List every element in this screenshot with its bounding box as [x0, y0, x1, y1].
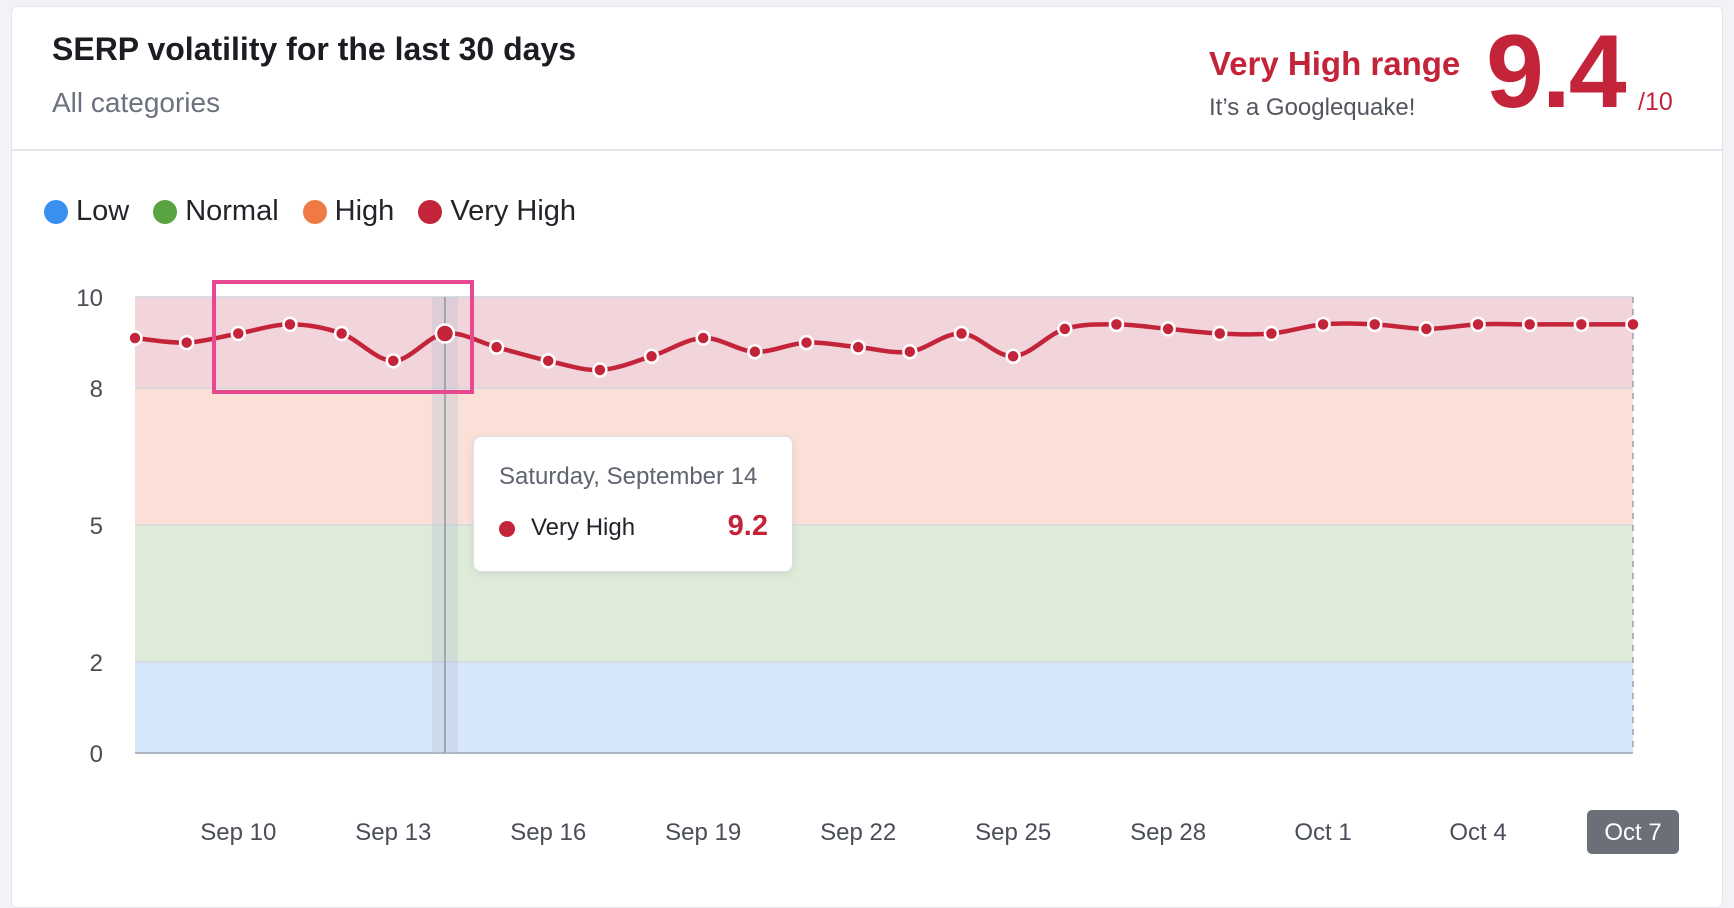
- data-point[interactable]: [798, 334, 815, 351]
- data-point[interactable]: [1315, 316, 1331, 333]
- selected-date-badge: [1587, 810, 1679, 854]
- data-point[interactable]: [1625, 316, 1641, 333]
- legend-dot-low: [44, 199, 68, 224]
- data-point[interactable]: [643, 348, 660, 365]
- y-tick-label: 5: [90, 513, 103, 540]
- data-point[interactable]: [434, 323, 456, 344]
- range-description: It’s a Googlequake!: [1209, 94, 1416, 121]
- data-point[interactable]: [953, 325, 970, 342]
- legend-dot-normal: [153, 199, 178, 224]
- data-point[interactable]: [488, 339, 505, 355]
- legend-label-low: Low: [76, 195, 130, 227]
- chart-tooltip: Saturday, September 14 Very High 9.2: [473, 436, 793, 572]
- band-normal: [135, 525, 1633, 662]
- data-point[interactable]: [178, 334, 195, 351]
- y-tick-label: 2: [90, 650, 103, 677]
- data-point[interactable]: [1108, 316, 1125, 333]
- data-point[interactable]: [1212, 325, 1228, 342]
- data-point[interactable]: [1418, 321, 1435, 337]
- card-header: SERP volatility for the last 30 days All…: [12, 7, 1722, 151]
- page-title: SERP volatility for the last 30 days: [52, 31, 577, 67]
- data-point[interactable]: [1263, 325, 1280, 342]
- data-point[interactable]: [592, 362, 608, 378]
- legend-dot-high: [302, 199, 327, 224]
- volatility-chart[interactable]: 0 2 5 8 10 Sep 10 Sep 13 Sep 16 Sep 19 Sep 22 Sep …: [0, 0, 1734, 886]
- category-subtitle: All categories: [52, 87, 221, 118]
- data-point[interactable]: [1160, 321, 1176, 337]
- tooltip-date: Saturday, September 14: [499, 463, 758, 490]
- data-point[interactable]: [902, 343, 918, 360]
- x-tick-label[interactable]: Oct 1: [1294, 819, 1351, 846]
- data-point[interactable]: [282, 316, 298, 333]
- legend-label-high: High: [334, 195, 395, 227]
- data-point[interactable]: [1573, 316, 1590, 333]
- legend-label-very-high: Very High: [450, 195, 577, 227]
- data-point[interactable]: [127, 330, 143, 346]
- x-tick-label[interactable]: Oct 4: [1449, 819, 1506, 846]
- legend-item-high[interactable]: High: [302, 195, 395, 228]
- data-point[interactable]: [1521, 316, 1538, 333]
- data-point[interactable]: [747, 343, 763, 360]
- legend-item-normal[interactable]: Normal: [153, 195, 279, 228]
- data-point[interactable]: [385, 353, 402, 369]
- x-tick-label[interactable]: Sep 13: [355, 819, 431, 846]
- legend-item-low[interactable]: Low: [44, 195, 129, 228]
- volatility-score: 9.4: [1486, 14, 1627, 130]
- tooltip-series-dot: [499, 521, 515, 537]
- data-point[interactable]: [540, 353, 556, 369]
- tooltip-series-name: Very High: [531, 514, 636, 541]
- legend-label-normal: Normal: [185, 195, 279, 227]
- band-very-high: [135, 297, 1633, 389]
- x-tick-label[interactable]: Sep 19: [665, 819, 741, 846]
- x-tick-label[interactable]: Sep 25: [975, 819, 1051, 846]
- x-tick-label[interactable]: Sep 28: [1130, 819, 1206, 846]
- legend-item-very-high[interactable]: Very High: [418, 195, 576, 228]
- data-point[interactable]: [230, 325, 247, 342]
- highlight-annotation-box: [212, 280, 474, 394]
- data-point[interactable]: [1366, 316, 1383, 333]
- data-point[interactable]: [1470, 316, 1486, 333]
- data-point[interactable]: [1057, 321, 1073, 337]
- data-point[interactable]: [695, 330, 711, 346]
- range-label: Very High range: [1209, 45, 1461, 82]
- band-low: [135, 661, 1633, 753]
- band-high: [135, 388, 1633, 525]
- data-point[interactable]: [850, 339, 866, 355]
- y-tick-label: 0: [90, 741, 103, 768]
- x-tick-label[interactable]: Oct 7: [1604, 819, 1661, 846]
- legend-dot-very-high: [418, 199, 443, 224]
- x-tick-label[interactable]: Sep 22: [820, 819, 896, 846]
- y-tick-label: 10: [76, 285, 103, 312]
- score-max: /10: [1638, 88, 1673, 116]
- y-tick-label: 8: [90, 376, 103, 403]
- data-point[interactable]: [1005, 348, 1021, 365]
- x-tick-label[interactable]: Sep 16: [510, 819, 586, 846]
- x-tick-label[interactable]: Sep 10: [200, 819, 276, 846]
- data-point[interactable]: [333, 325, 350, 342]
- tooltip-value: 9.2: [727, 510, 768, 542]
- chart-legend: Low Normal High Very High: [44, 195, 576, 228]
